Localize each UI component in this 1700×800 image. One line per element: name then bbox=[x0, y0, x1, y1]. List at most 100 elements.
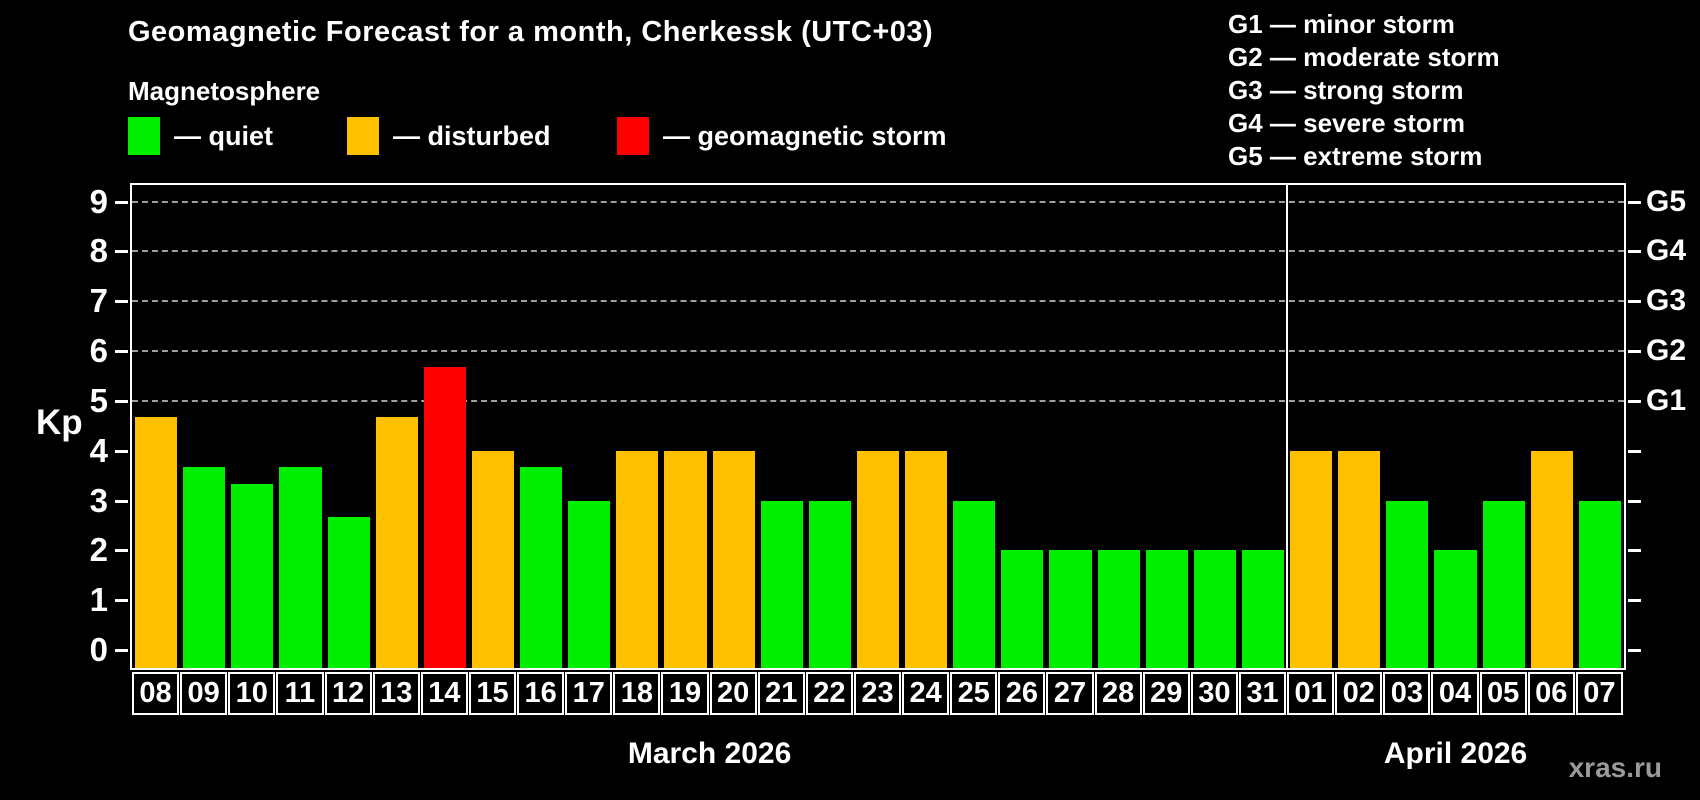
y-tick-left-1 bbox=[115, 599, 128, 603]
plot-area: Kp 0 1 2 3 4 5 6 7 8 9 G1 G2 G3 G4 G5 bbox=[36, 183, 1686, 670]
gridline-kp5 bbox=[132, 399, 1624, 402]
y-tick-label-1: 1 bbox=[89, 581, 108, 619]
kp-bar-15 bbox=[471, 450, 515, 668]
kp-bar-06 bbox=[1530, 450, 1573, 668]
gridline-kp8 bbox=[132, 250, 1624, 253]
disturbed-label: — disturbed bbox=[393, 120, 551, 151]
legend-item-storm: — geomagnetic storm bbox=[617, 116, 947, 156]
kp-bar-13 bbox=[375, 417, 418, 668]
g2-legend-line: G2 — moderate storm bbox=[1228, 42, 1500, 72]
date-box-15: 15 bbox=[468, 672, 517, 715]
quiet-label: — quiet bbox=[174, 120, 273, 151]
kp-bar-24 bbox=[905, 450, 948, 668]
kp-bar-28 bbox=[1097, 550, 1140, 668]
date-box-28: 28 bbox=[1094, 672, 1142, 715]
date-box-04: 04 bbox=[1431, 672, 1479, 715]
g1-legend-line: G1 — minor storm bbox=[1228, 9, 1455, 39]
kp-bar-14 bbox=[423, 367, 466, 668]
y-tick-right-4 bbox=[1628, 449, 1641, 453]
kp-bar-02 bbox=[1338, 450, 1381, 668]
date-box-22: 22 bbox=[805, 672, 853, 715]
kp-bar-30 bbox=[1193, 550, 1236, 668]
gridline-kp9 bbox=[132, 200, 1624, 203]
kp-bar-07 bbox=[1578, 500, 1621, 668]
kp-bar-21 bbox=[760, 500, 803, 668]
kp-bar-18 bbox=[616, 450, 659, 668]
right-axis-label-g5: G5 bbox=[1646, 184, 1687, 218]
date-box-05: 05 bbox=[1479, 672, 1527, 715]
date-box-14: 14 bbox=[420, 672, 468, 715]
date-box-03: 03 bbox=[1383, 672, 1431, 715]
y-tick-left-4 bbox=[115, 449, 128, 453]
g4-legend-line: G4 — severe storm bbox=[1228, 108, 1466, 138]
kp-bar-23 bbox=[856, 450, 900, 668]
y-tick-left-8 bbox=[115, 250, 128, 254]
y-tick-left-6 bbox=[115, 350, 128, 354]
y-tick-label-3: 3 bbox=[89, 481, 108, 519]
date-box-09: 09 bbox=[180, 672, 228, 715]
y-tick-left-3 bbox=[115, 499, 128, 503]
date-box-18: 18 bbox=[613, 672, 661, 715]
date-box-16: 16 bbox=[517, 672, 565, 715]
kp-bar-19 bbox=[664, 450, 707, 668]
date-box-12: 12 bbox=[324, 672, 372, 715]
y-tick-left-5 bbox=[115, 399, 128, 403]
magnetosphere-label: Magnetosphere bbox=[128, 76, 321, 106]
kp-bar-08 bbox=[135, 417, 178, 668]
kp-bar-11 bbox=[279, 467, 322, 668]
right-axis-label-g4: G4 bbox=[1646, 234, 1687, 268]
month-label-1: April 2026 bbox=[1383, 737, 1528, 770]
date-box-11: 11 bbox=[276, 672, 324, 715]
y-tick-label-0: 0 bbox=[89, 631, 108, 668]
date-box-29: 29 bbox=[1142, 672, 1190, 715]
y-tick-right-2 bbox=[1628, 549, 1641, 553]
y-tick-right-8 bbox=[1628, 250, 1641, 254]
y-tick-right-5 bbox=[1628, 399, 1641, 403]
chart-title: Geomagnetic Forecast for a month, Cherke… bbox=[128, 16, 934, 48]
kp-bar-05 bbox=[1482, 500, 1525, 668]
kp-bar-10 bbox=[231, 484, 274, 668]
storm-label: — geomagnetic storm bbox=[663, 120, 947, 151]
disturbed-color-swatch bbox=[347, 117, 379, 155]
date-box-02: 02 bbox=[1335, 672, 1383, 715]
right-axis-label-g1: G1 bbox=[1646, 383, 1687, 417]
xras-watermark: xras.ru bbox=[1568, 752, 1662, 783]
kp-bar-01 bbox=[1290, 450, 1333, 668]
month-labels: March 2026 April 2026 bbox=[132, 737, 1624, 777]
date-box-24: 24 bbox=[902, 672, 950, 715]
y-tick-label-5: 5 bbox=[89, 381, 108, 419]
date-box-25: 25 bbox=[950, 672, 998, 715]
right-axis-label-g2: G2 bbox=[1646, 334, 1687, 368]
date-box-13: 13 bbox=[372, 672, 420, 715]
g3-legend-line: G3 — strong storm bbox=[1228, 75, 1464, 105]
y-tick-right-6 bbox=[1628, 350, 1641, 354]
date-box-06: 06 bbox=[1527, 672, 1575, 715]
kp-bar-09 bbox=[183, 467, 226, 668]
date-box-30: 30 bbox=[1190, 672, 1238, 715]
y-tick-label-2: 2 bbox=[89, 531, 108, 569]
month-separator-line bbox=[1286, 185, 1289, 668]
y-tick-right-0 bbox=[1628, 649, 1641, 652]
y-tick-right-7 bbox=[1628, 300, 1641, 304]
kp-bar-31 bbox=[1241, 550, 1285, 668]
y-tick-left-2 bbox=[115, 549, 128, 553]
kp-bar-29 bbox=[1145, 550, 1188, 668]
y-tick-label-6: 6 bbox=[89, 332, 108, 370]
date-box-17: 17 bbox=[565, 672, 613, 715]
right-axis-label-g3: G3 bbox=[1646, 284, 1687, 318]
g-scale-legend: G1 — minor storm G2 — moderate storm G3 … bbox=[1228, 8, 1500, 173]
date-axis: 08 09 10 11 12 13 14 15 16 17 18 19 20 21 22 23 24 25 26 27… bbox=[132, 672, 1624, 716]
y-tick-right-3 bbox=[1628, 499, 1641, 503]
legend-item-quiet: — quiet bbox=[128, 116, 273, 156]
y-tick-right-1 bbox=[1628, 599, 1641, 603]
date-box-07: 07 bbox=[1575, 672, 1623, 715]
y-tick-right-9 bbox=[1628, 200, 1641, 204]
kp-bar-22 bbox=[808, 500, 851, 668]
y-tick-left-7 bbox=[115, 300, 128, 304]
kp-bar-26 bbox=[1001, 550, 1044, 668]
kp-bar-04 bbox=[1434, 550, 1477, 668]
y-tick-left-9 bbox=[115, 200, 128, 204]
date-box-20: 20 bbox=[709, 672, 757, 715]
date-box-31: 31 bbox=[1238, 672, 1287, 715]
